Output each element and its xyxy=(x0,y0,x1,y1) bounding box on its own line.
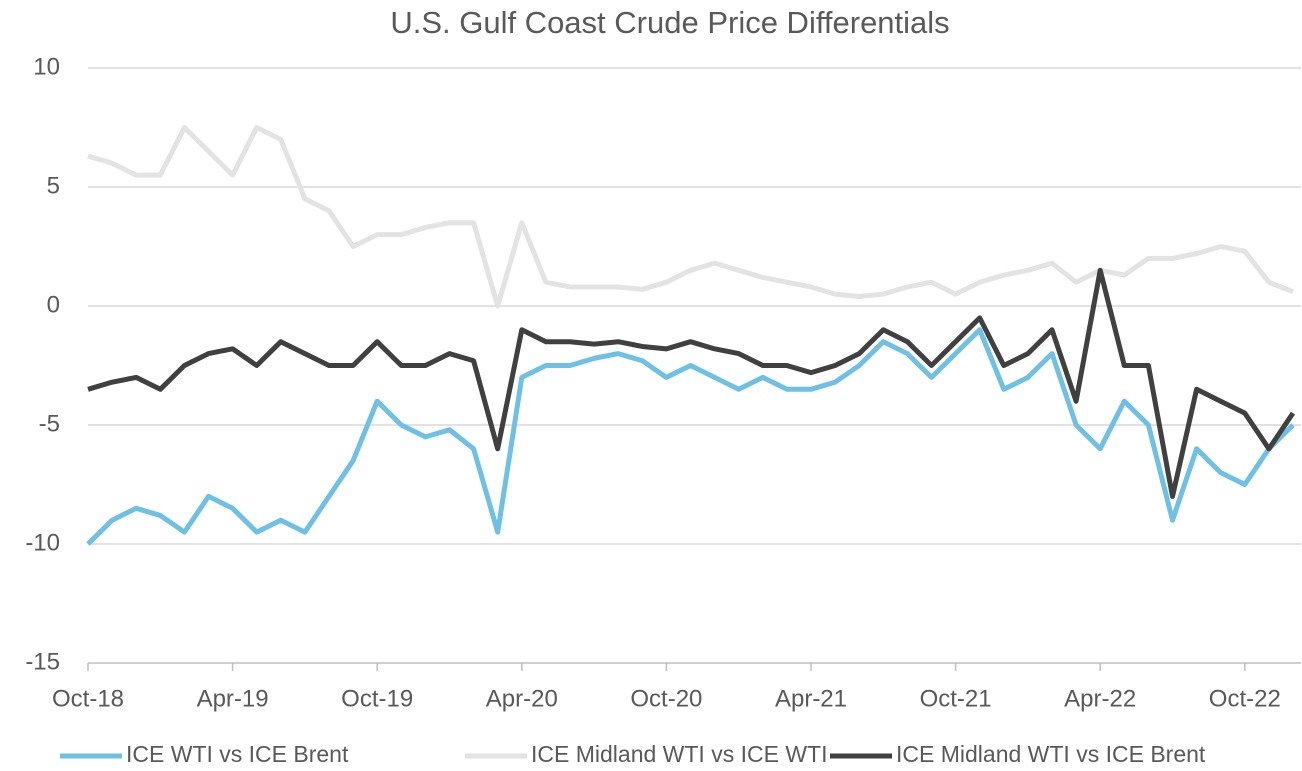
x-tick-label: Oct-22 xyxy=(1209,685,1281,712)
y-tick-label: 5 xyxy=(47,172,60,199)
x-tick-label: Apr-20 xyxy=(486,685,558,712)
legend-label: ICE Midland WTI vs ICE Brent xyxy=(896,741,1206,767)
series-line xyxy=(87,125,1294,309)
series-line xyxy=(87,267,1296,499)
x-tick-label: Apr-21 xyxy=(775,685,847,712)
x-tick-label: Apr-19 xyxy=(197,685,269,712)
x-tick-label: Apr-22 xyxy=(1064,685,1136,712)
legend-label: ICE WTI vs ICE Brent xyxy=(126,741,349,767)
chart-title: U.S. Gulf Coast Crude Price Differential… xyxy=(390,5,949,40)
x-tick-label: Oct-20 xyxy=(630,685,702,712)
x-tick-label: Oct-19 xyxy=(341,685,413,712)
y-tick-label: 0 xyxy=(47,291,60,318)
x-tick-label: Oct-18 xyxy=(52,685,124,712)
legend-label: ICE Midland WTI vs ICE WTI xyxy=(531,741,827,767)
y-tick-label: -15 xyxy=(25,648,60,675)
series-line xyxy=(86,327,1295,546)
y-tick-label: -10 xyxy=(25,529,60,556)
y-tick-label: 10 xyxy=(33,53,60,80)
y-tick-label: -5 xyxy=(39,410,60,437)
x-tick-label: Oct-21 xyxy=(920,685,992,712)
